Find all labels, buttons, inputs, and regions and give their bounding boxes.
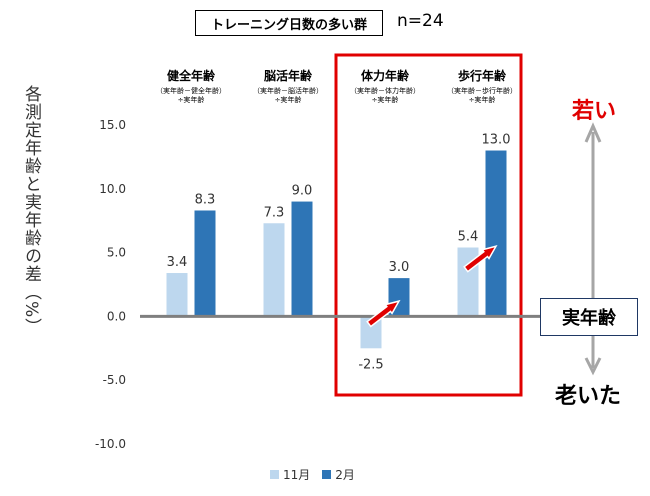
y-tick-label: 10.0 <box>99 182 126 196</box>
bar-nov <box>360 316 382 349</box>
bar-feb <box>194 210 216 317</box>
chart-title: トレーニング日数の多い群 <box>195 10 383 36</box>
improvement-arrow <box>366 299 401 328</box>
sample-size: n=24 <box>397 11 444 31</box>
bar-nov <box>166 273 188 317</box>
category-label: 体力年齢 <box>360 69 409 83</box>
improvement-arrow-shape <box>463 245 498 273</box>
data-label: 3.0 <box>389 260 410 275</box>
improvement-arrow-shape <box>366 299 401 328</box>
category-formula: （実年齢－体力年齢） ÷実年齢 <box>335 87 435 105</box>
data-label: 5.4 <box>458 229 479 244</box>
data-label: 7.3 <box>264 205 285 220</box>
category-formula-line: ÷実年齢 <box>371 96 399 104</box>
category-formula: （実年齢－健全年齢） ÷実年齢 <box>141 87 241 105</box>
bar-feb <box>485 150 507 317</box>
category-formula-line: （実年齢－健全年齢） <box>156 87 226 95</box>
young-arrow-head <box>584 122 602 143</box>
category-label: 歩行年齢 <box>457 69 506 83</box>
data-label: 3.4 <box>167 255 188 270</box>
old-label: 老いた <box>555 384 622 409</box>
category-formula-line: ÷実年齢 <box>177 96 205 104</box>
bar-feb <box>291 201 313 317</box>
y-tick-label: 0.0 <box>107 309 126 323</box>
y-axis-label: 各測定年齢と実年齢の差（%） <box>21 85 41 337</box>
legend-item-nov: 11月 <box>270 466 310 483</box>
category-formula-line: ÷実年齢 <box>468 96 496 104</box>
category-formula-line: （実年齢－体力年齢） <box>350 87 420 95</box>
legend-item-feb: 2月 <box>322 466 355 483</box>
bar-nov <box>263 223 285 317</box>
y-tick-label: 15.0 <box>99 118 126 132</box>
legend-label-nov: 11月 <box>283 468 311 482</box>
data-label: 8.3 <box>195 192 216 207</box>
category-formula-line: （実年齢－歩行年齢） <box>447 87 517 95</box>
legend-label-feb: 2月 <box>335 468 355 482</box>
category-label: 脳活年齢 <box>263 69 312 83</box>
young-label: 若い <box>572 99 617 124</box>
highlight-box <box>334 53 523 397</box>
old-arrow-head <box>584 357 602 376</box>
data-label: 13.0 <box>482 133 511 148</box>
category-formula: （実年齢－歩行年齢） ÷実年齢 <box>432 87 532 105</box>
category-formula-line: ÷実年齢 <box>274 96 302 104</box>
y-tick-label: -10.0 <box>95 437 126 451</box>
improvement-arrow <box>463 245 498 273</box>
actual-age-box: 実年齢 <box>540 298 638 336</box>
legend-swatch-feb <box>322 470 332 479</box>
y-tick-label: -5.0 <box>103 373 126 387</box>
category-formula: （実年齢－脳活年齢） ÷実年齢 <box>238 87 338 105</box>
legend-swatch-nov <box>270 470 279 479</box>
category-formula-line: （実年齢－脳活年齢） <box>253 87 323 95</box>
y-tick-label: 5.0 <box>107 246 126 260</box>
data-label: 9.0 <box>292 184 313 199</box>
category-label: 健全年齢 <box>166 69 215 83</box>
legend: 11月 2月 <box>270 466 367 483</box>
data-label: -2.5 <box>358 357 383 372</box>
